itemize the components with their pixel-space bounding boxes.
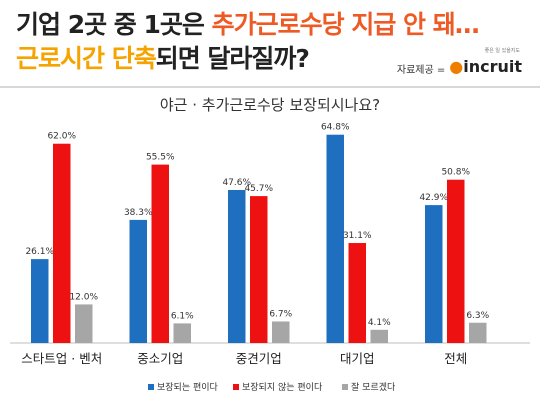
incruit-logo: 좋은 일 있을지도 ●incruit — [449, 48, 522, 78]
data-label: 6.3% — [466, 311, 489, 321]
legend-swatch — [148, 384, 154, 390]
bar — [228, 190, 246, 343]
headline-line-1: 기업 2곳 중 1곳은 추가근로수당 지급 안 돼… — [16, 8, 516, 42]
source-credit: 자료제공 = 좋은 일 있을지도 ●incruit — [396, 48, 522, 78]
legend-swatch — [342, 384, 348, 390]
data-label: 50.8% — [441, 168, 470, 178]
bar — [173, 323, 191, 343]
category-label: 전체 — [444, 351, 467, 366]
headline-highlight: 추가근로수당 지급 안 돼… — [211, 10, 480, 39]
data-label: 12.0% — [69, 292, 98, 302]
data-label: 64.8% — [321, 123, 350, 133]
category-label: 대기업 — [340, 351, 375, 366]
logo-text: incruit — [463, 57, 522, 76]
headline-text: 기업 2곳 중 1곳은 — [16, 10, 212, 39]
data-label: 42.9% — [419, 193, 448, 203]
bar — [425, 205, 443, 343]
data-label: 45.7% — [244, 184, 273, 194]
category-label: 중견기업 — [236, 351, 282, 366]
bar — [326, 134, 344, 343]
data-label: 47.6% — [222, 178, 251, 188]
bar — [272, 321, 290, 343]
bar — [53, 143, 71, 343]
bar — [129, 219, 147, 343]
data-label: 62.0% — [47, 132, 76, 142]
logo-wordmark: ●incruit — [449, 57, 522, 76]
bar — [348, 243, 366, 343]
source-label: 자료제공 = — [396, 65, 446, 76]
data-label: 31.1% — [343, 231, 372, 241]
headline-line-2: 근로시간 단축되면 달라질까? — [16, 42, 516, 76]
headline-text: 되면 달라질까? — [155, 44, 310, 73]
data-label: 38.3% — [124, 208, 153, 218]
data-label: 6.7% — [269, 309, 292, 319]
bar — [31, 259, 49, 343]
data-label: 6.1% — [171, 311, 194, 321]
legend-label: 보장되지 않는 편이다 — [242, 381, 323, 393]
legend-label: 보장되는 편이다 — [157, 381, 219, 393]
category-label: 스타트업 · 벤처 — [21, 351, 102, 366]
logo-tagline: 좋은 일 있을지도 — [484, 48, 520, 54]
data-label: 26.1% — [25, 247, 54, 257]
data-label: 55.5% — [146, 153, 175, 163]
bar — [370, 329, 388, 343]
category-label: 중소기업 — [137, 351, 183, 366]
bar — [250, 196, 268, 343]
header-divider — [0, 86, 540, 88]
legend-swatch — [233, 384, 239, 390]
bar — [75, 304, 93, 343]
bar — [447, 179, 465, 343]
bar — [469, 322, 487, 343]
headline-highlight: 근로시간 단축 — [16, 44, 157, 73]
legend-label: 잘 모르겠다 — [351, 381, 396, 393]
headline: 기업 2곳 중 1곳은 추가근로수당 지급 안 돼… 근로시간 단축되면 달라질… — [16, 8, 516, 76]
data-label: 4.1% — [368, 318, 391, 328]
chart-title: 야근 · 추가근로수당 보장되시나요? — [159, 96, 381, 114]
bar — [151, 164, 169, 343]
logo-dot-icon: ● — [449, 57, 464, 76]
